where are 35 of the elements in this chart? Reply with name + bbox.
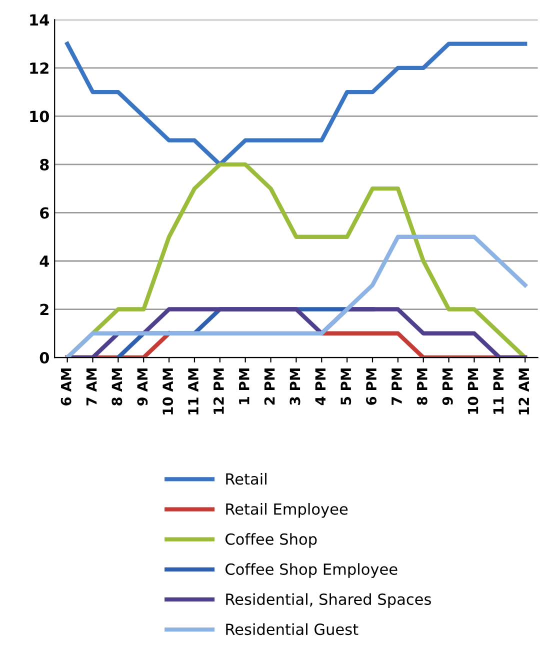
y-tick-label: 12 (30, 62, 48, 74)
x-tick-label: 12 PM (213, 368, 224, 414)
line-series (65, 42, 528, 167)
y-tick-label: 0 (40, 352, 50, 364)
x-tick-label: 7 AM (86, 368, 97, 406)
x-tick-label: 9 AM (137, 368, 148, 406)
legend-label: Residential, Shared Spaces (226, 593, 431, 608)
x-tick-label: 8 AM (112, 368, 122, 406)
y-tick-label: 6 (40, 207, 49, 219)
legend-label: Residential Guest (226, 623, 358, 636)
legend-label: Coffee Shop Employee (226, 563, 398, 578)
y-tick-label: 2 (40, 304, 48, 316)
legend-label: Coffee Shop (226, 533, 317, 548)
x-tick-label: 12 AM (518, 368, 529, 414)
x-tick-label: 2 PM (264, 368, 275, 405)
y-tick-label: 4 (40, 256, 50, 267)
x-tick-label: 7 PM (392, 368, 402, 405)
x-tick-label: 8 PM (416, 368, 428, 405)
x-tick-label: 4 PM (315, 368, 326, 406)
x-tick-label: 11 PM (493, 368, 504, 414)
x-tick-label: 1 PM (239, 368, 250, 404)
x-tick-label: 6 PM (366, 368, 377, 405)
legend-label: Retail Employee (226, 503, 348, 518)
x-tick-label: 6 AM (60, 368, 72, 406)
line-series (65, 234, 528, 358)
x-tick-label: 11 AM (188, 368, 198, 414)
y-tick-label: 8 (40, 158, 49, 170)
x-tick-label: 3 PM (290, 368, 300, 405)
x-tick-label: 9 PM (442, 368, 453, 406)
y-tick-label: 10 (30, 110, 50, 122)
x-tick-label: 10 AM (162, 368, 174, 414)
x-tick-label: 10 PM (468, 368, 478, 414)
y-tick-label: 14 (30, 14, 50, 26)
legend-label: Retail (226, 472, 266, 485)
x-tick-label: 5 PM (340, 368, 352, 405)
